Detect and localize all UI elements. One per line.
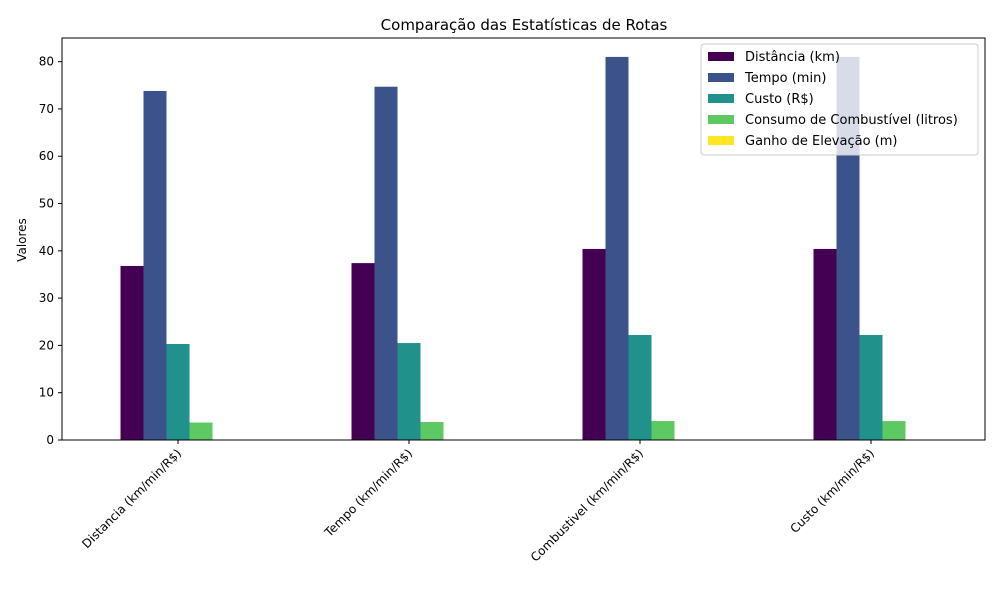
chart-title: Comparação das Estatísticas de Rotas <box>381 16 668 34</box>
legend-swatch <box>708 73 734 82</box>
y-axis-label: Valores <box>15 218 29 262</box>
legend-swatch <box>708 52 734 61</box>
legend-label: Distância (km) <box>745 50 840 65</box>
bar-1-category-3 <box>582 248 606 440</box>
bar-1-category-4 <box>813 248 837 440</box>
x-tick-label: Custo (km/min/R$) <box>787 446 877 536</box>
bar-2-category-1 <box>143 90 167 440</box>
bar-3-category-4 <box>859 335 883 440</box>
bar-4-category-3 <box>651 421 675 440</box>
y-tick-label: 80 <box>39 55 54 69</box>
legend-label: Custo (R$) <box>745 92 814 107</box>
bar-4-category-4 <box>882 421 906 440</box>
legend-label: Consumo de Combustível (litros) <box>745 113 958 128</box>
legend-label: Ganho de Elevação (m) <box>745 134 897 149</box>
legend-swatch <box>708 115 734 124</box>
x-axis-ticks: Distancia (km/min/R$) Tempo (km/min/R$) Co… <box>79 440 877 564</box>
plot-frame <box>61 37 986 441</box>
bar-2-category-2 <box>374 86 398 440</box>
y-tick-label: 10 <box>39 386 54 400</box>
y-tick-label: 40 <box>39 244 54 258</box>
legend: Distância (km) Tempo (min) Custo (R$) Consu… <box>700 43 979 156</box>
bar-4-category-1 <box>189 422 213 440</box>
y-tick-label: 60 <box>39 149 54 163</box>
legend-swatch <box>708 136 734 145</box>
legend-label: Tempo (min) <box>744 71 826 86</box>
bar-4-category-2 <box>420 422 444 440</box>
y-tick-label: 30 <box>39 291 54 305</box>
legend-swatch <box>708 94 734 103</box>
bar-1-category-2 <box>351 263 375 440</box>
legend-box <box>700 43 979 156</box>
x-tick-label: Distancia (km/min/R$) <box>79 446 184 551</box>
y-tick-label: 20 <box>39 338 54 352</box>
y-tick-label: 0 <box>46 433 54 447</box>
bar-3-category-3 <box>628 335 652 440</box>
bars-layer <box>120 56 906 440</box>
x-tick-label: Tempo (km/min/R$) <box>321 446 415 540</box>
y-tick-label: 70 <box>39 102 54 116</box>
x-tick-label: Combustivel (km/min/R$) <box>528 446 646 564</box>
bar-3-category-1 <box>166 343 190 440</box>
y-axis-ticks: 0 10 20 30 40 50 60 70 80 <box>39 55 62 447</box>
y-tick-label: 50 <box>39 197 54 211</box>
bar-2-category-3 <box>605 56 629 440</box>
bar-1-category-1 <box>120 265 144 440</box>
bar-3-category-2 <box>397 343 421 440</box>
